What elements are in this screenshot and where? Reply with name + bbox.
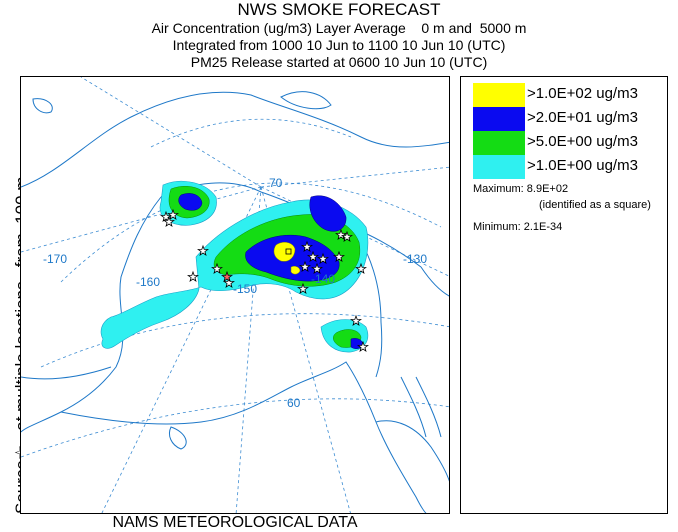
star-icon — [350, 314, 362, 326]
graticule-meridian-130 — [260, 186, 449, 277]
star-icon — [335, 228, 347, 240]
star-icon — [163, 215, 175, 227]
star-icon — [187, 270, 199, 282]
star-icon — [223, 276, 235, 288]
star-icon — [197, 244, 209, 256]
maximum-value: Maximum: 8.9E+02 — [473, 183, 569, 195]
graticule-parallel-70 — [60, 182, 442, 283]
star-icon — [341, 230, 353, 242]
star-icon — [317, 252, 329, 264]
star-icon — [167, 208, 179, 220]
graticule-parallel-50 — [21, 398, 449, 458]
legend-swatch — [473, 107, 525, 131]
label-lon-150: -150 — [233, 282, 257, 296]
star-icon — [221, 270, 233, 282]
star-icon — [299, 260, 311, 272]
maximum-square-marker — [285, 248, 292, 255]
map-panel: 70 -170 -160 -150 -140 -130 60 — [20, 76, 450, 514]
coastlines — [21, 91, 449, 513]
yellow-plume-small — [290, 265, 301, 275]
subtitle-concentration: Air Concentration (ug/m3) Layer Average … — [151, 20, 527, 36]
star-icon — [355, 262, 367, 274]
coast-arctic-north — [21, 91, 449, 188]
legend-label: >1.0E+02 ug/m3 — [527, 85, 638, 102]
side-label: Source☆ at multiple locations from 100 m — [0, 76, 31, 514]
star-icon — [301, 240, 313, 252]
footer-meteorological-data: NAMS METEOROLOGICAL DATA — [112, 514, 358, 531]
blue-plume-northeast — [309, 195, 347, 232]
subtitle-integration: Integrated from 1000 10 Jun to 1100 10 J… — [172, 37, 506, 53]
coast-st-lawrence-island — [32, 98, 53, 114]
coast-bc — [375, 420, 449, 482]
coast-west-alaska — [21, 196, 162, 433]
page-title: NWS SMOKE FORECAST — [237, 0, 441, 19]
star-icon — [333, 250, 345, 262]
map-svg: 70 -170 -160 -150 -140 -130 60 — [21, 77, 449, 513]
legend-swatch — [473, 155, 525, 179]
minimum-value: Minimum: 2.1E-34 — [473, 221, 563, 233]
yellow-plume-core — [273, 241, 296, 262]
smoke-level-yellow — [273, 241, 301, 275]
coast-aleutians — [21, 366, 112, 380]
label-lon-130: -130 — [403, 252, 427, 266]
label-lon-170: -170 — [43, 252, 67, 266]
coast-kodiak — [168, 426, 187, 450]
graticule-labels: 70 -170 -160 -150 -140 -130 60 — [43, 176, 427, 410]
graticule-parallel-80 — [150, 118, 352, 148]
star-icon — [160, 210, 172, 222]
legend-swatch — [473, 131, 525, 155]
legend-swatch — [473, 83, 525, 107]
label-lat-60: 60 — [287, 396, 301, 410]
legend-label: >5.0E+00 ug/m3 — [527, 133, 638, 150]
label-lat-70: 70 — [269, 176, 283, 190]
coast-fjords — [400, 376, 442, 438]
coast-south-alaska — [60, 361, 427, 513]
graticule-meridian-120 — [260, 166, 449, 188]
legend-panel: >1.0E+02 ug/m3 >2.0E+01 ug/m3 >5.0E+00 u… — [460, 76, 668, 514]
maximum-note: (identified as a square) — [539, 199, 651, 211]
subtitle-release: PM25 Release started at 0600 10 Jun 10 (… — [190, 54, 488, 70]
graticule-parallel-60 — [40, 313, 449, 368]
label-lon-160: -160 — [136, 275, 160, 289]
legend-label: >1.0E+00 ug/m3 — [527, 157, 638, 174]
graticule-meridian-180 — [80, 77, 262, 188]
star-icon — [211, 262, 223, 274]
blue-plume-northwest — [178, 193, 203, 211]
source-markers — [160, 208, 369, 352]
star-icon — [297, 282, 309, 294]
star-icon — [357, 340, 369, 352]
star-icon — [307, 250, 319, 262]
legend-label: >2.0E+01 ug/m3 — [527, 109, 638, 126]
star-icon — [311, 262, 323, 274]
label-lon-140: -140 — [311, 272, 335, 286]
coast-arctic-islands — [280, 91, 332, 110]
